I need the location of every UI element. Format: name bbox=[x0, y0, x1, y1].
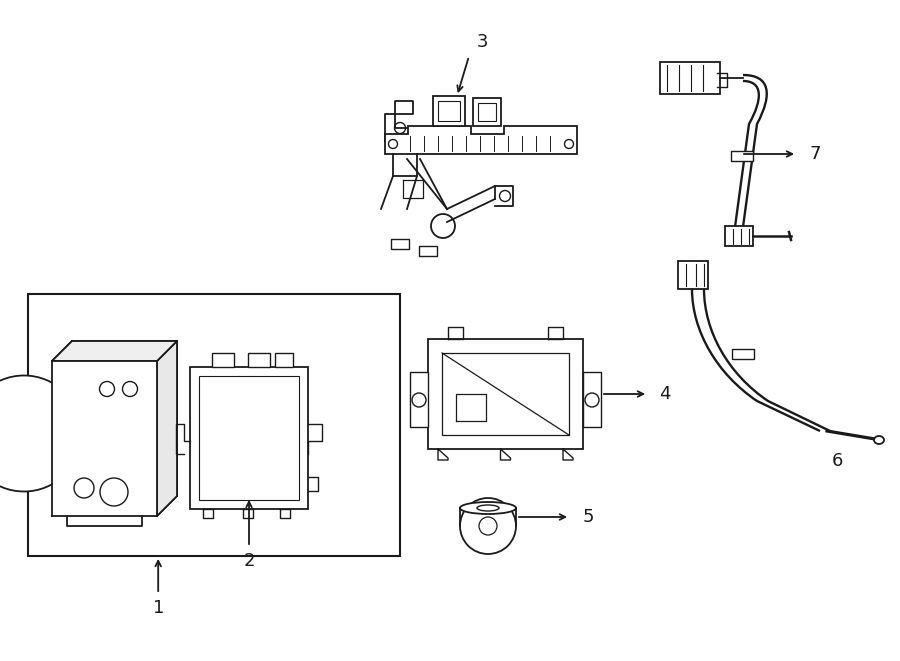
Bar bbox=[419, 246, 437, 256]
Bar bbox=[433, 96, 465, 126]
Bar bbox=[391, 239, 409, 249]
Bar bbox=[28, 294, 400, 556]
Circle shape bbox=[460, 498, 516, 554]
Bar bbox=[478, 103, 496, 121]
Polygon shape bbox=[52, 341, 177, 361]
Circle shape bbox=[0, 375, 82, 492]
Bar bbox=[410, 372, 428, 427]
Ellipse shape bbox=[874, 436, 884, 444]
Bar bbox=[660, 62, 720, 94]
Text: 6: 6 bbox=[832, 452, 842, 470]
Ellipse shape bbox=[460, 502, 516, 514]
Bar bbox=[275, 353, 293, 367]
Text: 4: 4 bbox=[659, 385, 670, 403]
Polygon shape bbox=[157, 341, 177, 516]
Bar bbox=[678, 261, 708, 289]
Bar bbox=[731, 151, 753, 161]
Bar bbox=[725, 226, 753, 246]
Text: 3: 3 bbox=[476, 33, 488, 51]
Text: 5: 5 bbox=[582, 508, 594, 526]
Bar bbox=[199, 376, 299, 500]
Text: 1: 1 bbox=[152, 599, 164, 617]
Bar bbox=[438, 101, 460, 121]
Bar bbox=[428, 339, 583, 449]
Bar bbox=[190, 367, 308, 509]
Text: 2: 2 bbox=[243, 552, 255, 570]
Polygon shape bbox=[385, 126, 577, 154]
Bar bbox=[248, 353, 270, 367]
Text: 7: 7 bbox=[809, 145, 821, 163]
Bar bbox=[442, 353, 569, 435]
Bar bbox=[583, 372, 601, 427]
Bar bbox=[52, 361, 157, 516]
Bar bbox=[212, 353, 234, 367]
Bar bbox=[473, 98, 501, 126]
Bar bbox=[732, 349, 754, 359]
